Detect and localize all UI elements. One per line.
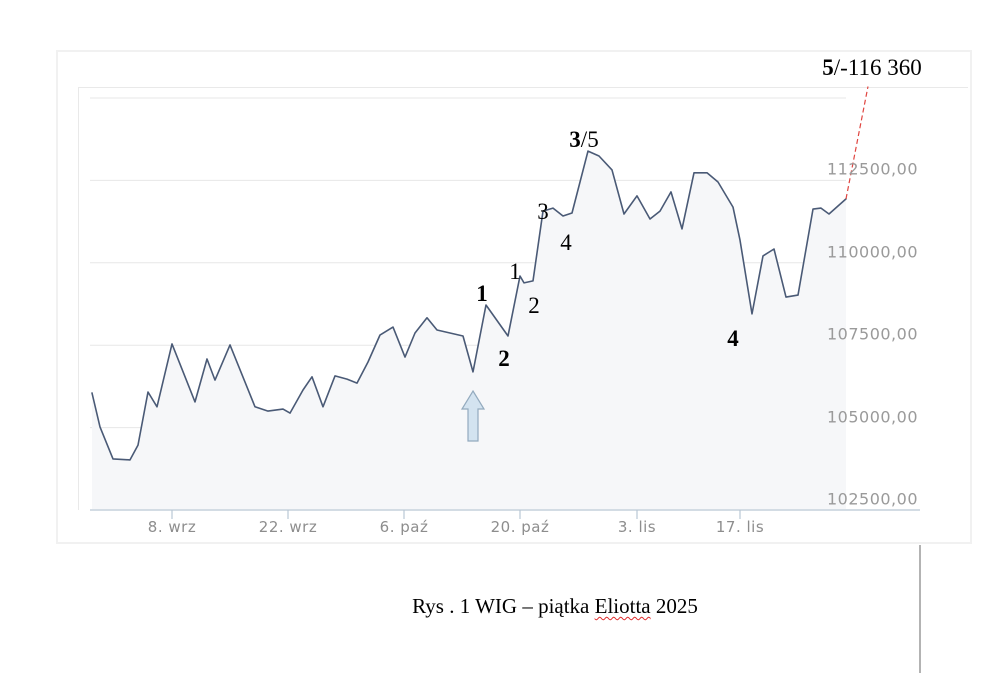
x-axis-label: 6. paź xyxy=(379,518,429,536)
caption-suffix: 2025 xyxy=(650,594,698,618)
x-axis-label: 17. lis xyxy=(715,518,765,536)
elliott-wave-label: 1 xyxy=(476,281,488,306)
x-axis-label: 3. lis xyxy=(617,518,657,536)
elliott-wave-label: 1 xyxy=(509,259,521,284)
price-line xyxy=(91,150,847,461)
elliott-wave-label: 4 xyxy=(560,230,572,255)
x-axis-label: 22. wrz xyxy=(258,518,318,536)
elliott-wave-label: 2 xyxy=(528,293,540,318)
plot-area-left-border xyxy=(78,87,79,510)
x-axis-label: 20. paź xyxy=(490,518,550,536)
caption-misspelled-word: Eliotta xyxy=(594,594,651,618)
elliott-wave-label: 3 xyxy=(537,199,549,224)
y-axis-label: 105000,00 xyxy=(826,407,918,427)
page-column-divider xyxy=(919,545,921,673)
x-axis-label: 8. wrz xyxy=(147,518,197,536)
caption-prefix: Rys . 1 WIG – piątka xyxy=(412,594,595,618)
wave5-projection-line xyxy=(845,86,869,199)
elliott-wave-label: 2 xyxy=(498,346,510,371)
y-axis-label: 112500,00 xyxy=(826,159,918,179)
y-axis-label: 110000,00 xyxy=(826,242,918,262)
price-area-fill xyxy=(92,151,846,509)
y-axis-label: 107500,00 xyxy=(826,324,918,344)
figure-caption: Rys . 1 WIG – piątka Eliotta 2025 xyxy=(155,594,955,619)
y-axis-label: 102500,00 xyxy=(826,489,918,509)
up-arrow-icon xyxy=(460,389,486,442)
elliott-wave-label: 5/-116 360 xyxy=(822,55,922,80)
plot-area-top-border xyxy=(78,87,968,88)
elliott-wave-label: 4 xyxy=(727,326,739,351)
elliott-wave-label: 3/5 xyxy=(569,127,599,152)
